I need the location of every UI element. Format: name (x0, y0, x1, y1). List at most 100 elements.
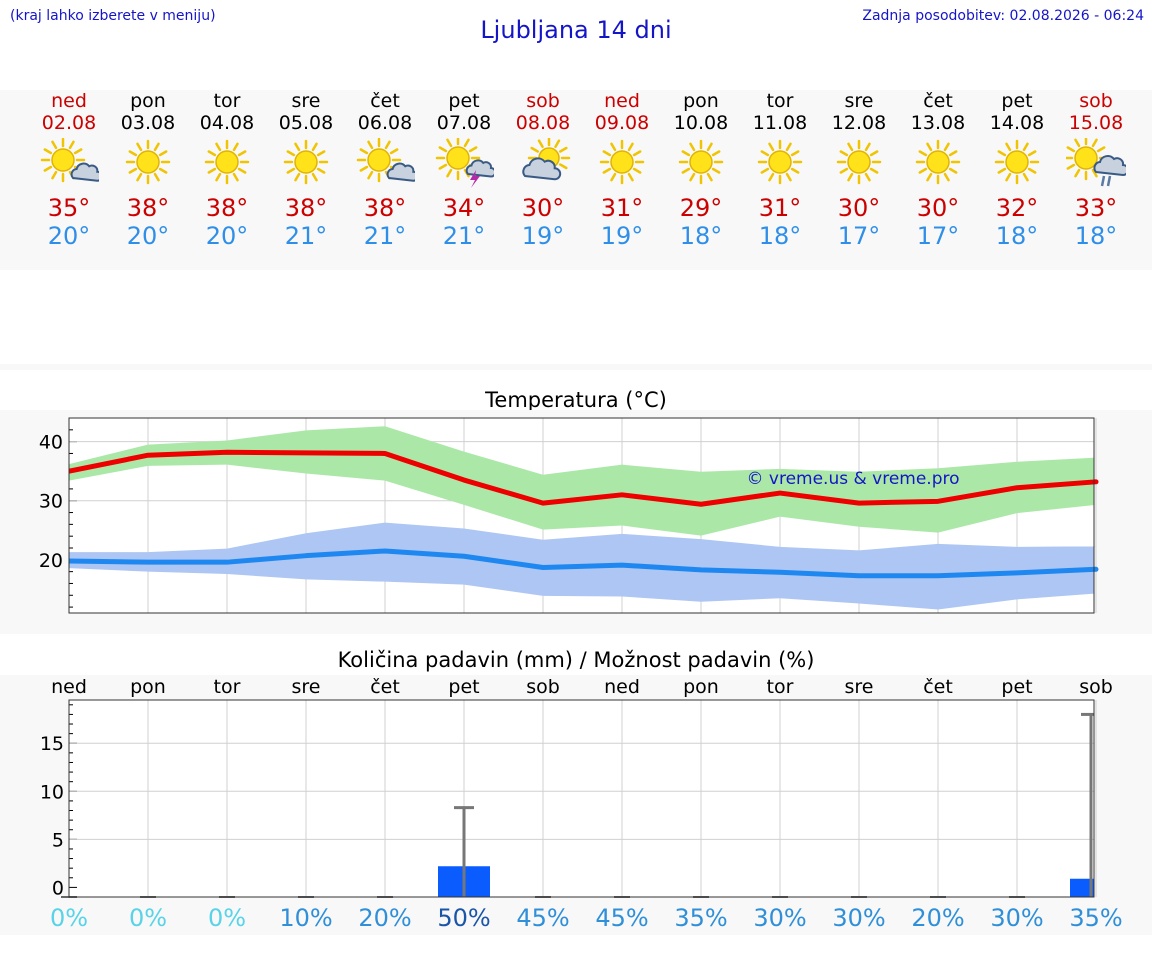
max-temperature: 32° (995, 194, 1039, 222)
weather-icon (908, 138, 968, 188)
y-tick-label: 40 (39, 432, 63, 454)
precip-day-label: pon (130, 676, 166, 698)
day-date: 08.08 (515, 112, 571, 134)
y-tick-label: 0 (52, 877, 64, 899)
day-column: čet 06.08 38° 21° (345, 90, 425, 250)
max-temperature: 30° (521, 194, 565, 222)
sun-rain-icon (1063, 135, 1129, 187)
weather-icon (355, 137, 419, 188)
day-column: sob 15.08 33° 18° (1056, 90, 1136, 250)
day-date: 10.08 (673, 112, 729, 134)
menu-hint[interactable]: (kraj lahko izberete v meniju) (10, 8, 216, 24)
sun-icon (599, 139, 645, 185)
max-temperature: 38° (363, 194, 407, 222)
precip-probability: 20% (358, 904, 412, 932)
sun-icon (994, 139, 1040, 185)
min-temperature: 18° (679, 222, 723, 250)
precip-day-label: pon (683, 676, 719, 698)
weather-icon (829, 138, 889, 188)
precip-probability: 35% (1069, 904, 1123, 932)
precip-probability: 50% (437, 904, 491, 932)
plot-frame (68, 699, 1095, 898)
precip-day-label: sre (844, 676, 874, 698)
min-temperature: 21° (442, 222, 486, 250)
day-column: pon 03.08 38° 20° (108, 90, 188, 250)
min-temperature: 17° (916, 222, 960, 250)
day-name: pon (130, 90, 166, 112)
precip-probability: 30% (753, 904, 807, 932)
min-temperature: 20° (126, 222, 170, 250)
day-column: tor 11.08 31° 18° (740, 90, 820, 250)
precip-day-label: pet (1001, 676, 1033, 698)
day-name: pet (448, 90, 480, 112)
min-temperature: 21° (363, 222, 407, 250)
y-tick-label: 30 (39, 491, 63, 513)
day-name: ned (604, 90, 640, 112)
precip-probability: 0% (49, 904, 89, 932)
precip-day-label: sre (291, 676, 321, 698)
max-temperature: 34° (442, 194, 486, 222)
sun-icon (125, 139, 171, 185)
day-column: pet 07.08 34° 21° (424, 90, 504, 250)
max-temperature: 30° (916, 194, 960, 222)
day-column: sob 08.08 30° 19° (503, 90, 583, 250)
precip-probability: 35% (674, 904, 728, 932)
weather-icon (276, 138, 336, 188)
min-temperature: 19° (600, 222, 644, 250)
sun-icon (915, 139, 961, 185)
max-temperature: 31° (758, 194, 802, 222)
min-temperature: 21° (284, 222, 328, 250)
watermark: © vreme.us & vreme.pro (746, 469, 959, 489)
day-date: 11.08 (752, 112, 808, 134)
day-column: ned 02.08 35° 20° (29, 90, 109, 250)
day-column: čet 13.08 30° 17° (898, 90, 978, 250)
min-temperature: 18° (758, 222, 802, 250)
sun-cloud-icon (356, 137, 419, 183)
day-date: 03.08 (120, 112, 176, 134)
max-temperature-line (68, 449, 1099, 507)
max-temperature: 38° (205, 194, 249, 222)
day-column: pet 14.08 32° 18° (977, 90, 1057, 250)
day-name: ned (51, 90, 87, 112)
day-column: ned 09.08 31° 19° (582, 90, 662, 250)
day-date: 13.08 (910, 112, 966, 134)
max-temperature: 35° (47, 194, 91, 222)
sun-icon (204, 139, 250, 185)
day-date: 14.08 (989, 112, 1045, 134)
day-name: sob (1079, 90, 1113, 112)
precip-day-label: sob (526, 676, 560, 698)
separator (0, 364, 1152, 370)
y-tick-label: 10 (40, 781, 64, 803)
precip-probability: 30% (832, 904, 886, 932)
cloud-sun-icon (522, 136, 571, 181)
day-date: 12.08 (831, 112, 887, 134)
min-temperature-line (68, 548, 1099, 579)
sun-icon (678, 139, 724, 185)
weather-icon (1063, 135, 1129, 188)
day-name: pet (1001, 90, 1033, 112)
last-update: Zadnja posodobitev: 02.08.2026 - 06:24 (862, 8, 1144, 24)
precip-probability: 45% (595, 904, 649, 932)
precip-probability: 30% (990, 904, 1044, 932)
day-date: 09.08 (594, 112, 650, 134)
weather-icon (987, 138, 1047, 188)
max-temperature: 30° (837, 194, 881, 222)
precip-bar (1070, 878, 1094, 897)
max-temperature: 38° (126, 194, 170, 222)
page-title: Ljubljana 14 dni (480, 16, 672, 44)
precip-probability: 0% (128, 904, 168, 932)
day-date: 02.08 (41, 112, 97, 134)
precip-day-label: sob (1079, 676, 1113, 698)
precipitation-chart-title: Količina padavin (mm) / Možnost padavin … (337, 648, 815, 672)
day-column: sre 12.08 30° 17° (819, 90, 899, 250)
day-name: pon (683, 90, 719, 112)
y-tick-label: 20 (39, 550, 63, 572)
precip-probability: 20% (911, 904, 965, 932)
day-name: sre (844, 90, 874, 112)
precip-probability: 0% (207, 904, 247, 932)
precip-day-label: čet (923, 676, 953, 698)
min-temperature: 18° (1074, 222, 1118, 250)
precip-day-label: ned (604, 676, 640, 698)
